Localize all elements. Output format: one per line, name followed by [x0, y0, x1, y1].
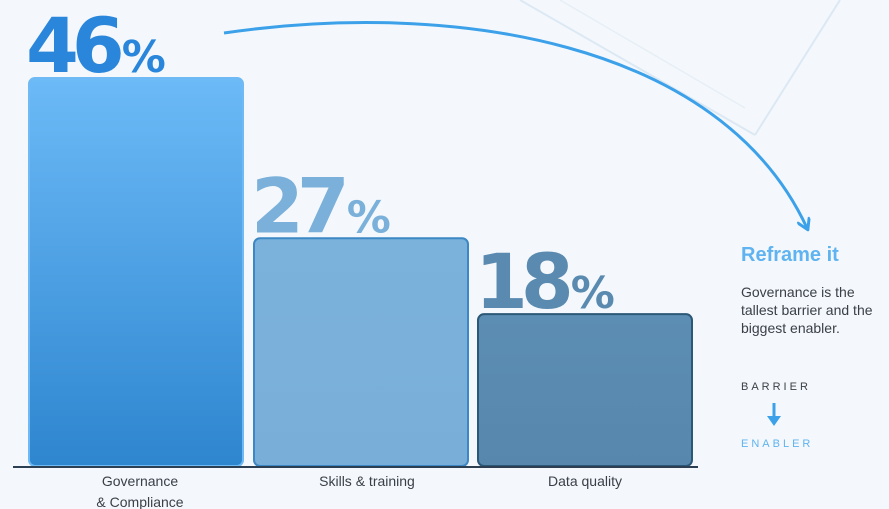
reframe-body: Governance is the tallest barrier and th…: [741, 284, 873, 336]
value-label-2: 27%: [251, 161, 390, 250]
value-number: 18: [475, 237, 570, 326]
category-label-3: Data quality: [548, 473, 622, 489]
category-label-1: Governance & Compliance: [96, 473, 183, 509]
value-unit: %: [347, 192, 390, 243]
value-label-3: 18%: [475, 237, 614, 326]
reframe-title: Reframe it: [741, 244, 839, 266]
bar-2: [253, 237, 469, 467]
reframe-panel: Reframe it Governance is the tallest bar…: [741, 244, 889, 337]
reframe-arrow: [223, 21, 807, 228]
background-decoration: [519, 0, 841, 136]
barrier-label: BARRIER: [741, 381, 811, 393]
value-unit: %: [571, 268, 614, 319]
bar-3: [477, 313, 693, 467]
value-number: 27: [251, 161, 344, 250]
value-unit: %: [122, 32, 165, 83]
value-label-1: 46%: [26, 1, 165, 90]
arrow-down-icon: [767, 403, 781, 426]
value-number: 46: [26, 1, 121, 90]
category-label-2: Skills & training: [319, 473, 415, 489]
enabler-label: ENABLER: [741, 438, 814, 450]
bar-1: [28, 77, 244, 467]
